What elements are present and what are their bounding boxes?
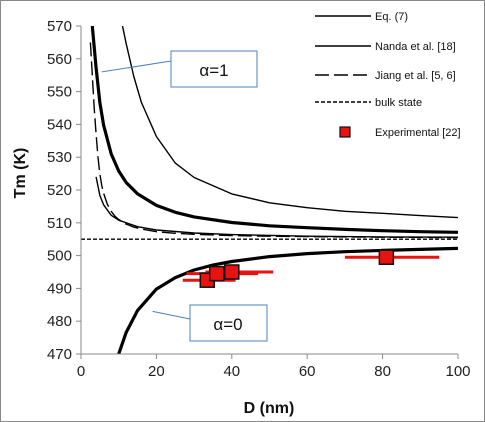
callout-layer: α=1 α=0 bbox=[101, 50, 268, 342]
legend-label: Nanda et al. [18] bbox=[375, 41, 456, 53]
x-tick-label: 60 bbox=[299, 363, 316, 380]
experimental-point bbox=[378, 249, 395, 265]
marker-layer bbox=[199, 249, 395, 288]
y-tick-label: 540 bbox=[47, 116, 72, 133]
legend-label: Experimental [22] bbox=[375, 127, 461, 139]
x-tick-label: 80 bbox=[374, 363, 391, 380]
legend-label: Eq. (7) bbox=[375, 11, 408, 23]
series-curve-2 bbox=[121, 26, 458, 219]
experimental-point bbox=[224, 264, 240, 280]
callout-alpha-0-label: α=0 bbox=[213, 315, 242, 334]
curve-layer bbox=[81, 26, 458, 354]
legend-label: bulk state bbox=[375, 97, 422, 109]
y-tick-label: 470 bbox=[47, 346, 72, 363]
y-tick-label: 570 bbox=[47, 18, 72, 35]
y-tick-label: 480 bbox=[47, 313, 72, 330]
legend: Eq. (7) Nanda et al. [18] Jiang et al. [5,… bbox=[315, 11, 461, 139]
y-tick-label: 500 bbox=[47, 248, 72, 265]
y-tick-label: 520 bbox=[47, 182, 72, 199]
y-tick-label: 550 bbox=[47, 84, 72, 101]
legend-label: Jiang et al. [5, 6] bbox=[375, 70, 456, 82]
x-tick-label: 100 bbox=[445, 363, 470, 380]
y-tick-label: 560 bbox=[47, 51, 72, 68]
y-tick-label: 510 bbox=[47, 215, 72, 232]
x-tick-label: 0 bbox=[77, 363, 85, 380]
y-tick-label: 490 bbox=[47, 280, 72, 297]
y-tick-label: 530 bbox=[47, 149, 72, 166]
series-curve-0 bbox=[90, 26, 458, 234]
series-curve-4 bbox=[89, 42, 458, 239]
y-tick-layer: 470 480 490 500 510 520 530 540 550 560 570 bbox=[47, 18, 81, 363]
callout-alpha-0-pointer bbox=[152, 310, 191, 320]
x-tick-label: 20 bbox=[148, 363, 165, 380]
callout-alpha-1-label: α=1 bbox=[199, 61, 228, 80]
series-curve-1 bbox=[117, 246, 458, 354]
x-axis-title: D (nm) bbox=[244, 400, 295, 417]
experimental-point bbox=[208, 265, 225, 282]
x-tick-label: 40 bbox=[223, 363, 240, 380]
x-tick-layer: 0 20 40 60 80 100 bbox=[77, 354, 471, 380]
legend-marker bbox=[339, 126, 351, 138]
callout-alpha-1-box bbox=[170, 50, 258, 88]
callout-alpha-0-box bbox=[189, 304, 268, 342]
y-axis-title: Tm (K) bbox=[12, 148, 29, 199]
callout-alpha-1-pointer bbox=[101, 60, 172, 73]
series-curve-3 bbox=[95, 176, 458, 238]
